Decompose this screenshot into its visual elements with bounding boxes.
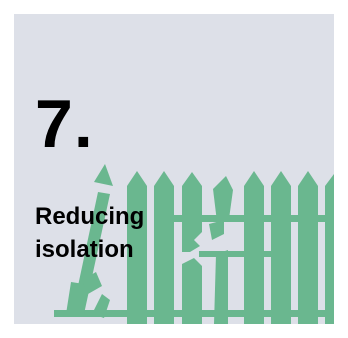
section-number: 7. [35,86,94,162]
section-tile: 7. Reducing isolation [14,14,334,324]
broken-picket-fence-icon [54,164,334,324]
section-title: Reducing isolation [35,200,235,266]
section-title-line-2: isolation [35,236,134,264]
section-title-line-1: Reducing [35,203,145,230]
